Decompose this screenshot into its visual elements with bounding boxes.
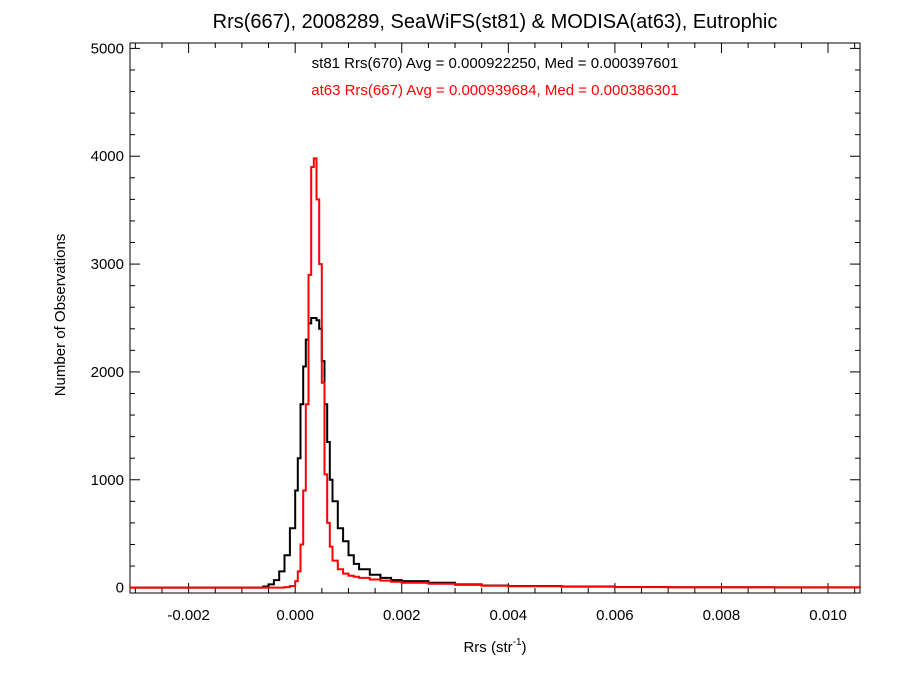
x-axis-label-main: Rrs (str — [463, 639, 512, 656]
x-axis-label-sup: -1 — [513, 637, 522, 648]
x-tick-label: 0.008 — [703, 607, 741, 624]
plot-border — [129, 42, 861, 594]
series-group — [130, 157, 861, 589]
y-tick-label: 4000 — [91, 148, 124, 165]
x-tick-label: -0.002 — [167, 607, 210, 624]
x-tick-label: 0.000 — [276, 607, 314, 624]
x-axis-label: Rrs (str-1) — [463, 637, 526, 656]
y-tick-label: 5000 — [91, 40, 124, 57]
y-tick-labels: 0 1000 2000 3000 4000 5000 — [91, 40, 124, 596]
chart-title: Rrs(667), 2008289, SeaWiFS(st81) & MODIS… — [213, 11, 778, 33]
annotation-st81: st81 Rrs(670) Avg = 0.000922250, Med = 0… — [312, 55, 679, 72]
x-tick-label: 0.004 — [490, 607, 528, 624]
series-at63-line — [130, 157, 861, 589]
y-tick-label: 3000 — [91, 256, 124, 273]
plot-frame — [129, 42, 861, 594]
y-tick-label: 0 — [116, 580, 124, 597]
series-st81-line — [130, 317, 861, 589]
y-tick-label: 1000 — [91, 472, 124, 489]
y-axis-label: Number of Observations — [52, 234, 69, 397]
y-tick-label: 2000 — [91, 364, 124, 381]
annotation-at63: at63 Rrs(667) Avg = 0.000939684, Med = 0… — [311, 82, 679, 99]
x-tick-labels: -0.002 0.000 0.002 0.004 0.006 0.008 0.010 — [167, 607, 846, 624]
x-tick-label: 0.006 — [596, 607, 634, 624]
axis-ticks — [130, 43, 860, 593]
x-tick-label: 0.002 — [383, 607, 421, 624]
x-axis-label-close: ) — [522, 639, 527, 656]
x-tick-label: 0.010 — [809, 607, 847, 624]
